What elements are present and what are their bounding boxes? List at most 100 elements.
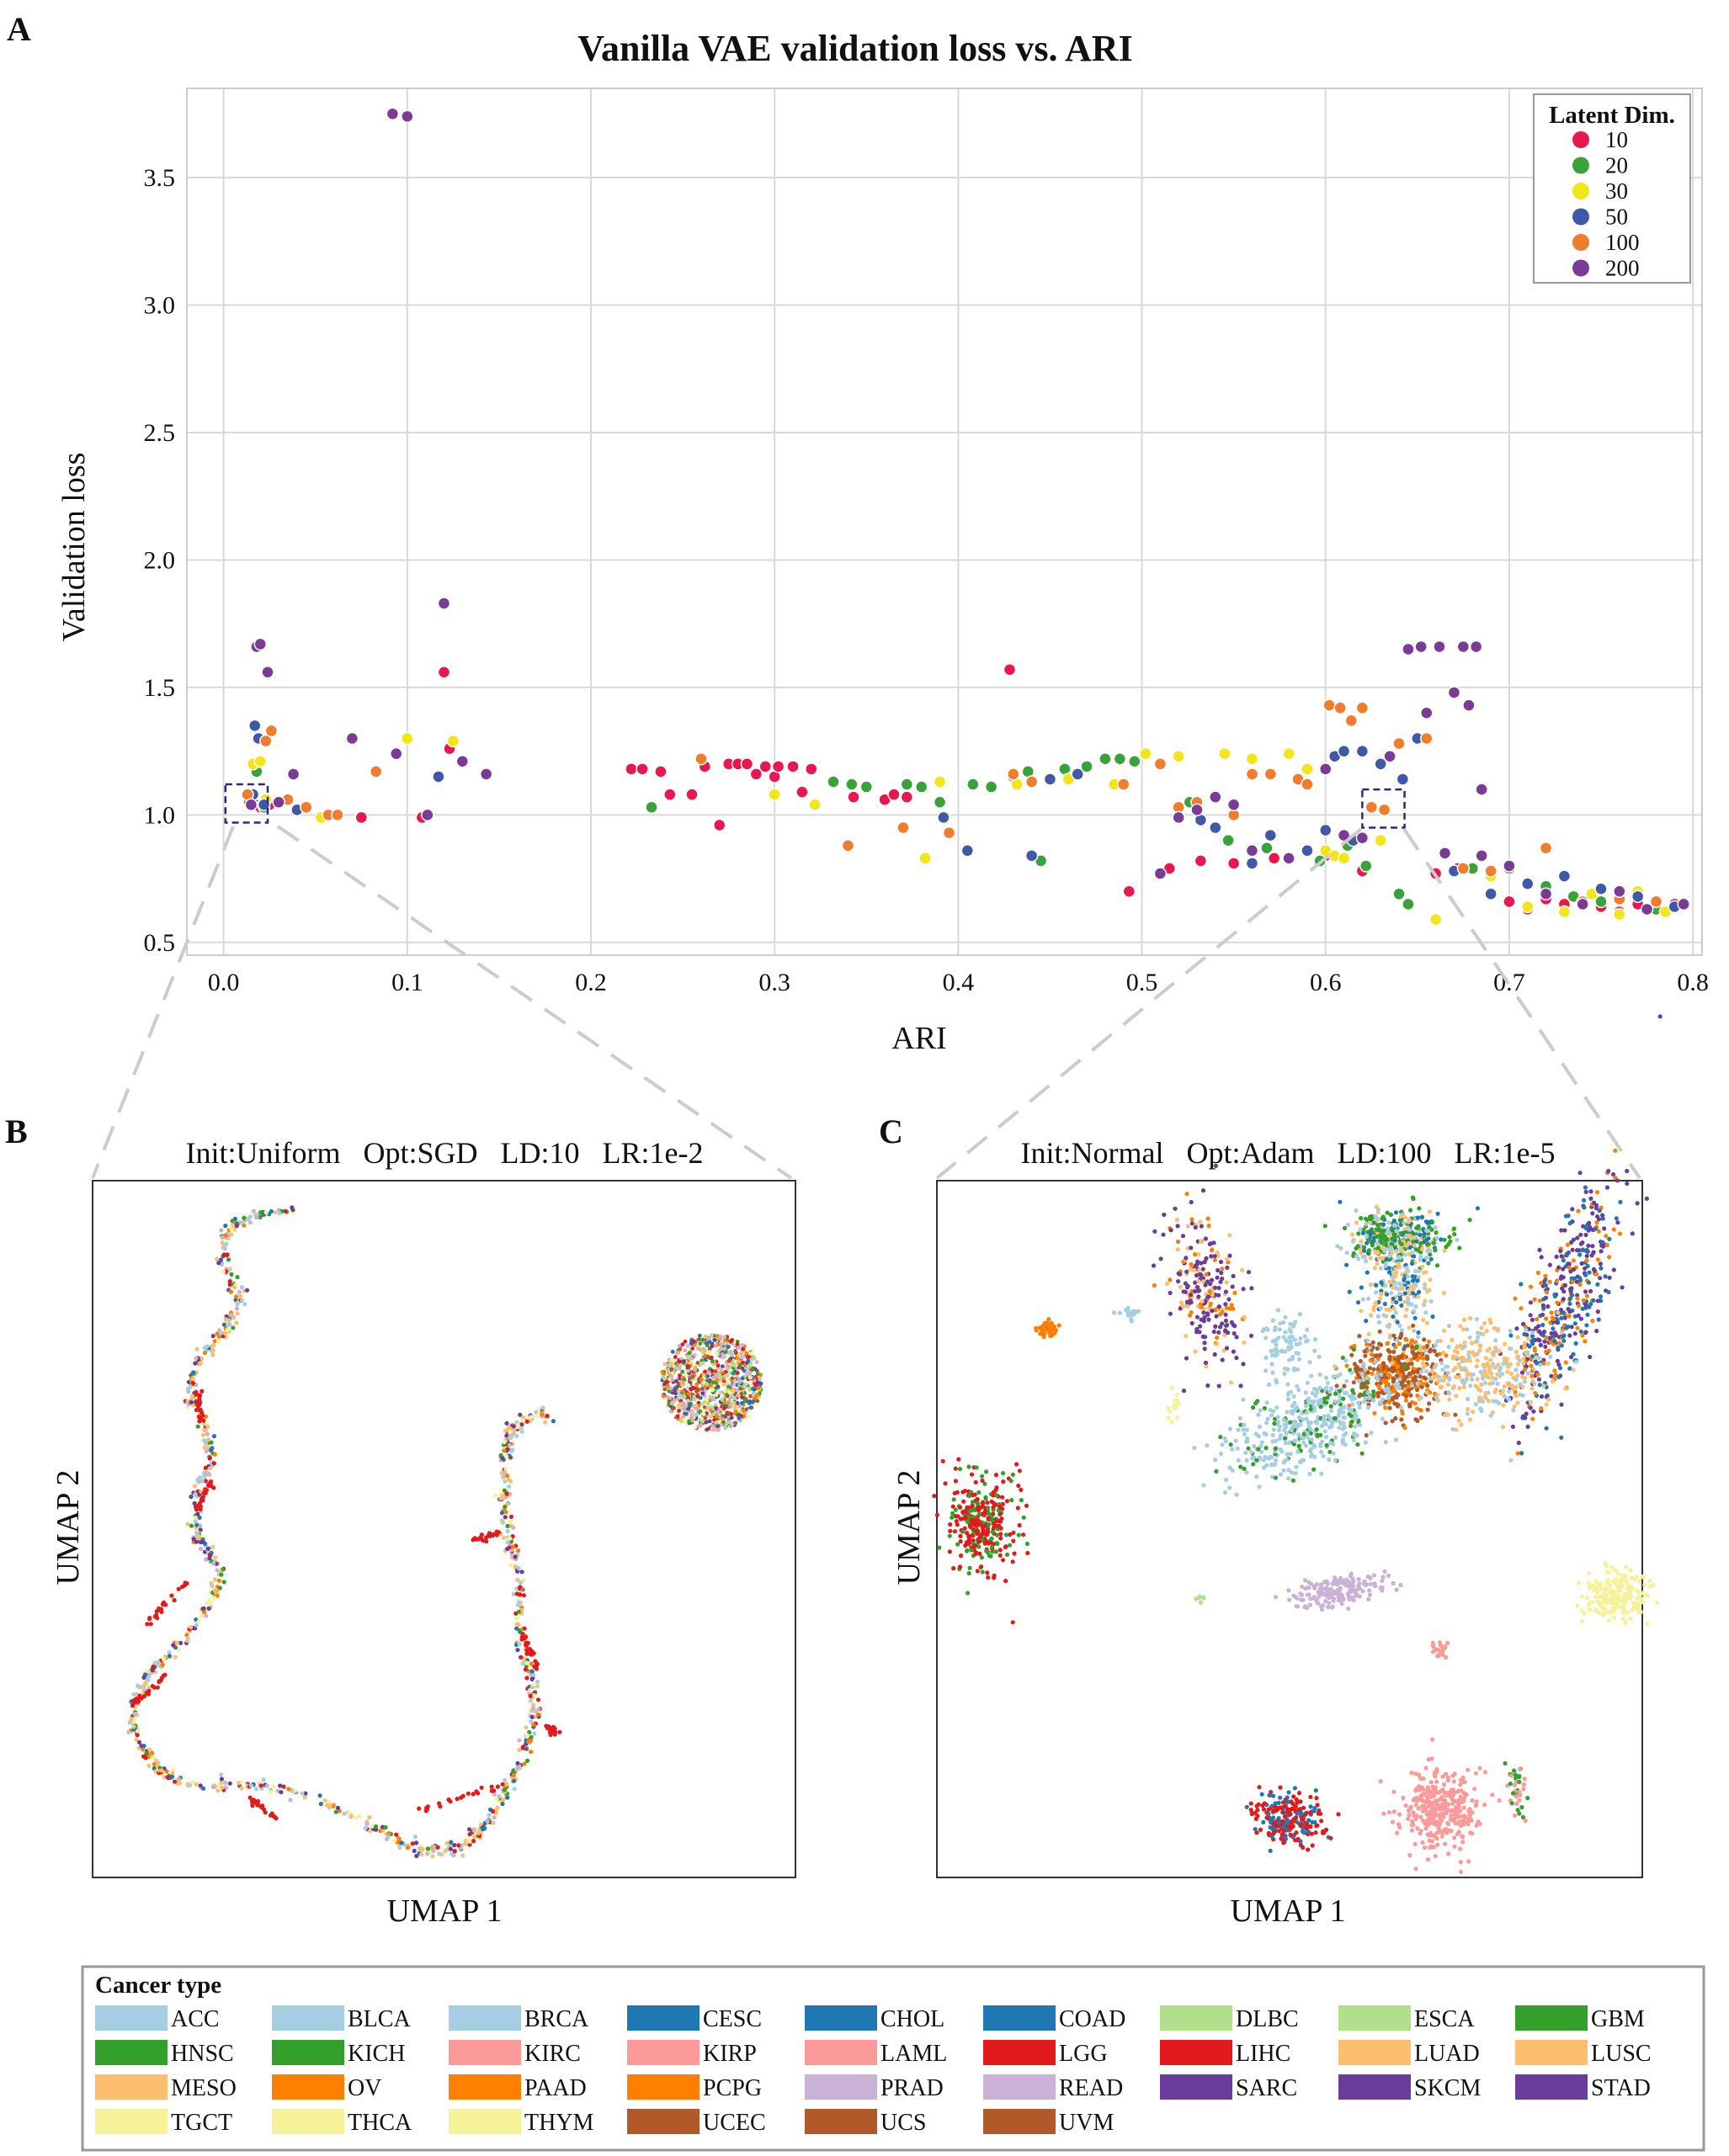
umap-b-point — [190, 1381, 195, 1386]
umap-c-point — [1487, 1317, 1492, 1322]
umap-b-point — [491, 1820, 496, 1825]
umap-c-point — [1321, 1453, 1326, 1458]
umap-b-point — [212, 1339, 217, 1344]
umap-b-point — [515, 1423, 520, 1428]
umap-b-point — [162, 1657, 167, 1662]
scatter-point-ld200 — [1355, 831, 1370, 845]
umap-c-point — [1370, 1240, 1375, 1245]
umap-c-point — [1353, 1411, 1358, 1416]
umap-c-point — [1497, 1348, 1502, 1353]
umap-c-point — [1423, 1348, 1428, 1353]
scatter-point-ld10 — [1003, 662, 1017, 677]
umap-b-point — [551, 1419, 556, 1424]
scatter-point-ld100 — [1392, 736, 1406, 751]
scatter-point-ld20 — [984, 780, 998, 794]
umap-c-point — [1419, 1246, 1424, 1251]
umap-b-point — [685, 1399, 690, 1403]
umap-b-point — [670, 1378, 675, 1382]
umap-c-point — [1376, 1320, 1382, 1325]
umap-c-point — [1350, 1388, 1355, 1393]
umap-c-point — [1365, 1385, 1370, 1390]
umap-c-point — [1270, 1370, 1275, 1375]
umap-c-point — [1384, 1292, 1390, 1297]
umap-c-point — [1285, 1457, 1290, 1462]
umap-c-point — [1595, 1257, 1600, 1262]
umap-b-point — [684, 1404, 688, 1409]
umap-c-point — [1586, 1243, 1591, 1248]
umap-b-point — [718, 1415, 723, 1421]
umap-c-point — [1364, 1258, 1369, 1264]
umap-b-point — [233, 1282, 238, 1288]
scatter-point-ld200 — [1539, 887, 1553, 901]
umap-b-point — [203, 1479, 208, 1484]
umap-c-point — [1349, 1394, 1354, 1399]
umap-b-point — [507, 1484, 512, 1490]
umap-c-point — [1584, 1258, 1589, 1263]
umap-b-point — [234, 1224, 239, 1229]
umap-b-point — [194, 1782, 199, 1787]
umap-b-point — [232, 1216, 237, 1221]
umap-b-xlabel: UMAP 1 — [387, 1893, 503, 1929]
umap-c-point — [1307, 1471, 1312, 1476]
umap-c-point — [1265, 1416, 1270, 1421]
umap-c-point — [1403, 1394, 1409, 1399]
umap-c-point — [1412, 1309, 1417, 1314]
umap-c-point — [1216, 1330, 1221, 1335]
umap-c-point — [1363, 1395, 1368, 1401]
umap-b-point — [258, 1783, 263, 1788]
scatter-point-ld10 — [758, 760, 773, 773]
umap-c-point — [1390, 1360, 1395, 1366]
umap-b-point — [357, 1813, 362, 1819]
umap-b-point — [741, 1360, 745, 1365]
umap-c-point — [1349, 1423, 1354, 1428]
umap-c-point — [1381, 1367, 1386, 1372]
umap-c-point — [1335, 1244, 1340, 1249]
umap-c-point — [1319, 1449, 1324, 1454]
umap-b-point — [703, 1334, 708, 1339]
scatter-point-ld100 — [1264, 767, 1278, 781]
umap-b-point — [732, 1400, 737, 1405]
umap-b-point — [669, 1401, 674, 1406]
umap-c-point — [1220, 1276, 1225, 1282]
scatter-point-ld200 — [1475, 783, 1488, 796]
umap-c-point — [1198, 1272, 1203, 1277]
umap-b-point — [666, 1363, 670, 1367]
umap-b-point — [515, 1577, 520, 1583]
umap-b-point — [452, 1843, 457, 1848]
umap-c-point — [1423, 1285, 1428, 1291]
umap-c-point — [1558, 1249, 1563, 1254]
umap-b-point — [263, 1210, 269, 1215]
umap-c-point — [1299, 1435, 1304, 1440]
umap-c-point — [1206, 1317, 1211, 1322]
umap-c-point — [1408, 1393, 1413, 1398]
umap-c-point — [1331, 1451, 1336, 1456]
umap-c-point — [1511, 1408, 1516, 1413]
umap-c-point — [1376, 1256, 1381, 1261]
umap-c-point — [1393, 1437, 1399, 1442]
umap-c-point — [1536, 1324, 1541, 1329]
umap-b-point — [705, 1373, 710, 1378]
umap-c-point — [1452, 1232, 1457, 1237]
umap-b-point — [732, 1395, 737, 1400]
umap-c-point — [1322, 1224, 1327, 1229]
umap-c-point — [1578, 1329, 1583, 1334]
umap-b-point — [723, 1338, 727, 1343]
umap-c-point — [1317, 1372, 1322, 1377]
umap-c-point — [1415, 1278, 1420, 1283]
umap-c-point — [1269, 1413, 1274, 1418]
umap-b-point — [159, 1675, 164, 1681]
umap-c-point — [1236, 1458, 1241, 1463]
chart-a-ylabel: Validation loss — [56, 453, 92, 642]
umap-b-point — [247, 1220, 253, 1225]
umap-c-point — [1397, 1377, 1402, 1382]
umap-c-point — [1390, 1419, 1395, 1424]
umap-c-point — [1530, 1317, 1535, 1322]
umap-b-point — [535, 1697, 541, 1702]
umap-c-point — [1349, 1232, 1355, 1237]
umap-c-point — [1445, 1382, 1450, 1387]
umap-b-point — [741, 1346, 745, 1351]
umap-c-point — [1168, 1228, 1173, 1233]
umap-c-point — [1286, 1476, 1291, 1481]
umap-c-point — [1189, 1217, 1194, 1222]
umap-b-point — [754, 1360, 759, 1364]
